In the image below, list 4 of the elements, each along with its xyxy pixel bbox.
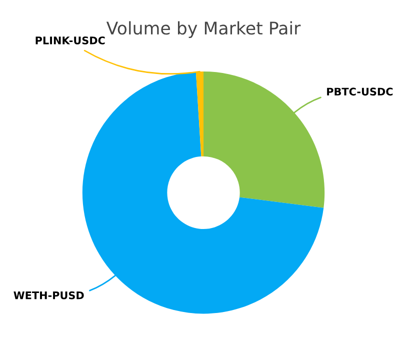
- slice-label: WETH-PUSD: [14, 291, 84, 300]
- chart-title: Volume by Market Pair: [106, 21, 301, 38]
- slice-label: PBTC-USDC: [327, 88, 393, 96]
- slice-label: PLINK-USDC: [36, 36, 105, 44]
